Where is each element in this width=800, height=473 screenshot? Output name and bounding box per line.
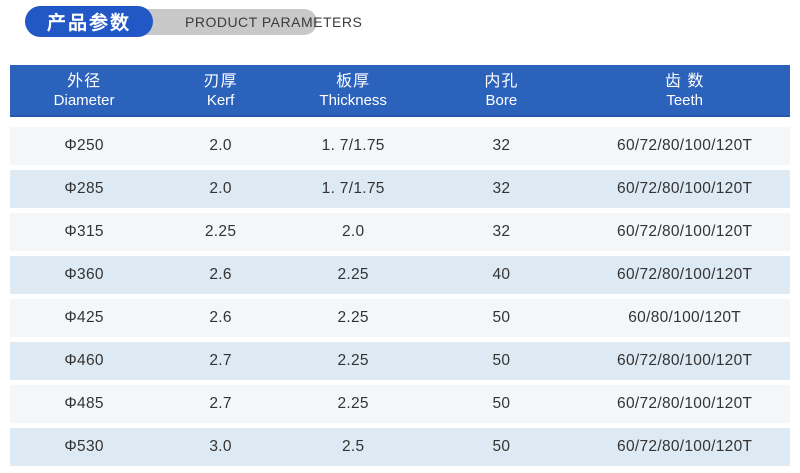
table-row: Φ530 3.0 2.5 50 60/72/80/100/120T <box>10 428 790 466</box>
table-cell: 2.0 <box>209 137 232 154</box>
table-cell: 50 <box>492 395 511 412</box>
column-header-teeth: 齿 数 Teeth <box>579 71 790 109</box>
table-cell: 2.25 <box>337 395 369 412</box>
table-cell: 2.0 <box>341 223 365 240</box>
table-cell: 60/80/100/120T <box>628 309 742 326</box>
table-cell: Φ425 <box>64 309 104 326</box>
table-row: Φ285 2.0 1. 7/1.75 32 60/72/80/100/120T <box>10 170 790 208</box>
table-cell: 2.25 <box>337 352 369 369</box>
section-badge: PRODUCT PARAMETERS 产品参数 <box>25 6 362 37</box>
column-header-en: Bore <box>485 91 518 109</box>
table-row: Φ460 2.7 2.25 50 60/72/80/100/120T <box>10 342 790 380</box>
table-cell: Φ315 <box>64 223 104 240</box>
table-cell: 2.7 <box>209 395 232 412</box>
table-cell: 1. 7/1.75 <box>321 180 385 197</box>
column-header-cn: 外径 <box>67 73 102 91</box>
column-header-kerf: 刃厚 Kerf <box>158 71 283 109</box>
column-header-en: Teeth <box>666 91 704 109</box>
table-cell: 2.7 <box>209 352 232 369</box>
table-row: Φ315 2.25 2.0 32 60/72/80/100/120T <box>10 213 790 251</box>
table-cell: 60/72/80/100/120T <box>617 438 753 455</box>
table-body: Φ250 2.0 1. 7/1.75 32 60/72/80/100/120T Φ285 2… <box>10 127 790 466</box>
badge-title-cn: 产品参数 <box>46 13 131 34</box>
table-cell: 2.6 <box>209 309 232 326</box>
table-cell: 50 <box>492 352 511 369</box>
table-cell: 2.25 <box>337 266 369 283</box>
badge-title-en: PRODUCT PARAMETERS <box>185 14 363 30</box>
table-cell: 60/72/80/100/120T <box>617 223 753 240</box>
table-cell: 60/72/80/100/120T <box>617 266 753 283</box>
column-header-cn: 刃厚 <box>203 73 238 91</box>
table-cell: 60/72/80/100/120T <box>617 180 753 197</box>
table-cell: Φ530 <box>64 438 104 455</box>
table-header-row: 外径 Diameter 刃厚 Kerf 板厚 Thickness 内孔 Bore 齿 数 Teet… <box>10 65 790 117</box>
column-header-thickness: 板厚 Thickness <box>283 71 423 109</box>
table-row: Φ425 2.6 2.25 50 60/80/100/120T <box>10 299 790 337</box>
table-cell: 32 <box>492 180 511 197</box>
table-cell: 1. 7/1.75 <box>321 137 385 154</box>
column-header-en: Kerf <box>206 91 235 109</box>
column-header-en: Thickness <box>319 91 387 109</box>
table-cell: 60/72/80/100/120T <box>617 352 753 369</box>
table-cell: 2.6 <box>209 266 232 283</box>
table-row: Φ485 2.7 2.25 50 60/72/80/100/120T <box>10 385 790 423</box>
table-cell: 50 <box>492 309 511 326</box>
table-cell: 2.0 <box>209 180 232 197</box>
table-cell: 32 <box>492 223 511 240</box>
column-header-en: Diameter <box>53 91 115 109</box>
table-cell: 60/72/80/100/120T <box>617 137 753 154</box>
column-header-cn: 内孔 <box>484 73 519 91</box>
table-cell: 2.25 <box>337 309 369 326</box>
table-cell: 3.0 <box>209 438 232 455</box>
table-cell: 60/72/80/100/120T <box>617 395 753 412</box>
column-header-diameter: 外径 Diameter <box>10 71 158 109</box>
table-cell: 32 <box>492 137 511 154</box>
column-header-bore: 内孔 Bore <box>423 71 579 109</box>
table-cell: Φ360 <box>64 266 104 283</box>
table-row: Φ250 2.0 1. 7/1.75 32 60/72/80/100/120T <box>10 127 790 165</box>
badge-pill: 产品参数 <box>25 6 153 37</box>
table-cell: Φ485 <box>64 395 104 412</box>
table-cell: Φ285 <box>64 180 104 197</box>
table-cell: 40 <box>492 266 511 283</box>
table-cell: 2.25 <box>204 223 237 240</box>
table-cell: Φ460 <box>64 352 104 369</box>
table-row: Φ360 2.6 2.25 40 60/72/80/100/120T <box>10 256 790 294</box>
column-header-cn: 板厚 <box>336 73 371 91</box>
product-parameters-table: 外径 Diameter 刃厚 Kerf 板厚 Thickness 内孔 Bore 齿 数 Teet… <box>10 65 790 471</box>
column-header-cn: 齿 数 <box>664 73 705 91</box>
table-cell: 2.5 <box>341 438 365 455</box>
table-cell: 50 <box>492 438 511 455</box>
table-cell: Φ250 <box>64 137 104 154</box>
